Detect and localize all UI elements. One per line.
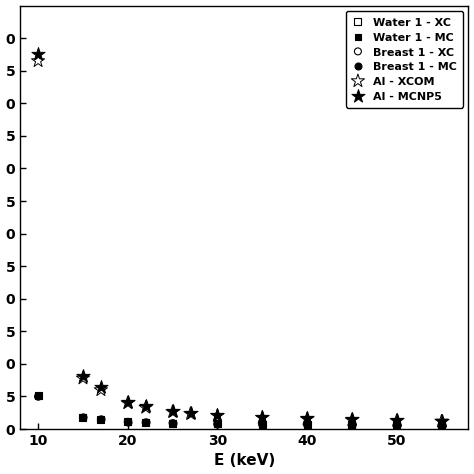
Breast 1 - XC [303, 421, 311, 428]
Breast 1 - XC [34, 392, 42, 400]
Al - XCOM [438, 418, 446, 425]
Breast 1 - MC [258, 420, 266, 428]
Water 1 - XC [97, 416, 105, 423]
Breast 1 - MC [438, 421, 446, 428]
Water 1 - XC [79, 414, 87, 421]
Water 1 - MC [258, 420, 266, 428]
Al - MCNP5 [142, 402, 149, 410]
Al - XCOM [124, 399, 132, 407]
Water 1 - MC [214, 420, 221, 428]
Breast 1 - XC [142, 419, 149, 426]
Breast 1 - XC [393, 421, 401, 428]
Al - XCOM [214, 412, 221, 419]
Al - MCNP5 [303, 414, 311, 422]
Legend: Water 1 - XC, Water 1 - MC, Breast 1 - XC, Breast 1 - MC, Al - XCOM, Al - MCNP5: Water 1 - XC, Water 1 - MC, Breast 1 - X… [346, 11, 463, 108]
Breast 1 - MC [393, 421, 401, 428]
Al - XCOM [142, 404, 149, 411]
Al - XCOM [97, 386, 105, 394]
Al - MCNP5 [258, 413, 266, 421]
Al - MCNP5 [393, 417, 401, 424]
Breast 1 - MC [169, 419, 176, 427]
Breast 1 - XC [169, 419, 176, 427]
Al - MCNP5 [97, 383, 105, 391]
Breast 1 - MC [79, 414, 87, 421]
Water 1 - MC [303, 420, 311, 428]
Breast 1 - XC [97, 416, 105, 423]
Al - MCNP5 [438, 417, 446, 425]
Water 1 - MC [393, 421, 401, 428]
X-axis label: E (keV): E (keV) [214, 454, 275, 468]
Water 1 - MC [79, 413, 87, 421]
Al - MCNP5 [187, 409, 194, 417]
Breast 1 - MC [348, 421, 356, 428]
Breast 1 - MC [303, 421, 311, 428]
Al - MCNP5 [348, 416, 356, 423]
Water 1 - MC [348, 421, 356, 428]
Al - XCOM [79, 374, 87, 382]
Al - XCOM [258, 414, 266, 421]
Breast 1 - MC [97, 416, 105, 423]
Breast 1 - XC [79, 414, 87, 421]
Water 1 - XC [393, 421, 401, 428]
Al - XCOM [169, 408, 176, 416]
Breast 1 - XC [258, 420, 266, 428]
Water 1 - XC [34, 392, 42, 399]
Water 1 - MC [438, 421, 446, 428]
Breast 1 - MC [124, 418, 132, 426]
Breast 1 - XC [348, 421, 356, 428]
Water 1 - XC [438, 421, 446, 429]
Water 1 - MC [169, 419, 176, 427]
Water 1 - XC [348, 421, 356, 428]
Water 1 - XC [169, 419, 176, 427]
Water 1 - MC [97, 416, 105, 423]
Breast 1 - MC [34, 392, 42, 400]
Water 1 - XC [214, 420, 221, 428]
Water 1 - XC [124, 418, 132, 426]
Breast 1 - XC [214, 420, 221, 428]
Al - MCNP5 [169, 407, 176, 415]
Breast 1 - MC [142, 419, 149, 426]
Breast 1 - XC [438, 421, 446, 429]
Al - XCOM [187, 410, 194, 418]
Al - XCOM [34, 57, 42, 65]
Water 1 - MC [124, 418, 132, 425]
Water 1 - MC [34, 392, 42, 400]
Water 1 - MC [142, 419, 149, 426]
Breast 1 - XC [124, 418, 132, 426]
Al - MCNP5 [34, 51, 42, 58]
Water 1 - XC [142, 419, 149, 426]
Al - MCNP5 [124, 398, 132, 405]
Water 1 - XC [303, 421, 311, 428]
Breast 1 - MC [214, 420, 221, 428]
Al - MCNP5 [79, 372, 87, 379]
Al - XCOM [303, 415, 311, 423]
Al - MCNP5 [214, 411, 221, 419]
Water 1 - XC [258, 420, 266, 428]
Al - XCOM [348, 416, 356, 424]
Al - XCOM [393, 417, 401, 425]
